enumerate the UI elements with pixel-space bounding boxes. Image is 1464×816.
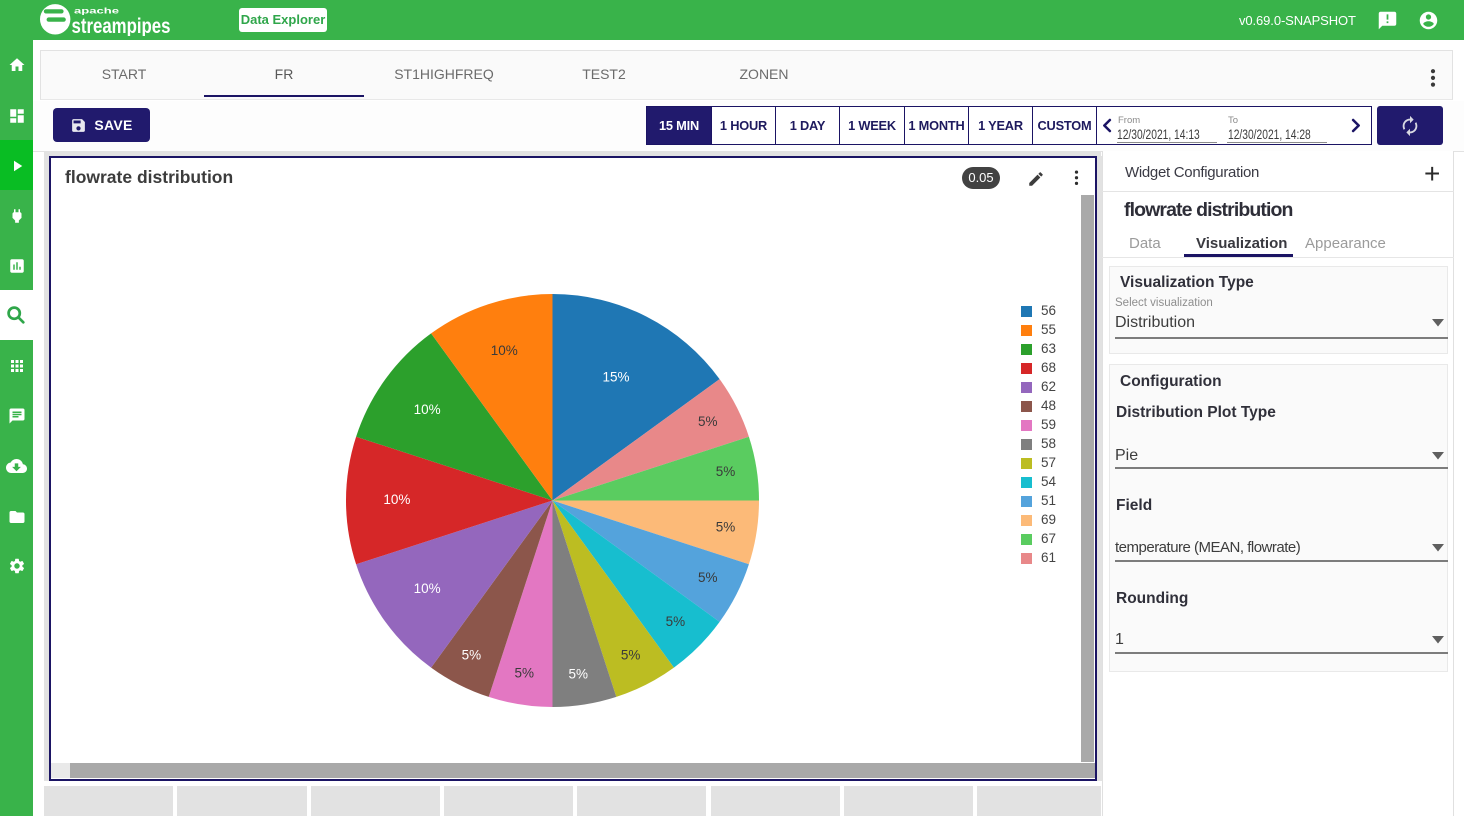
svg-text:5%: 5% (698, 414, 718, 429)
svg-text:5%: 5% (666, 614, 686, 629)
svg-text:5%: 5% (698, 570, 718, 585)
svg-text:10%: 10% (414, 402, 441, 417)
svg-text:10%: 10% (491, 343, 518, 358)
svg-text:5%: 5% (621, 648, 641, 663)
svg-text:5%: 5% (716, 464, 736, 479)
svg-text:10%: 10% (383, 492, 410, 507)
svg-text:15%: 15% (602, 370, 629, 385)
svg-text:5%: 5% (568, 667, 588, 682)
svg-text:streampipes: streampipes (72, 15, 171, 36)
svg-text:5%: 5% (515, 665, 535, 680)
svg-text:5%: 5% (716, 520, 736, 535)
svg-text:10%: 10% (414, 581, 441, 596)
svg-text:apache: apache (74, 7, 120, 16)
svg-text:5%: 5% (462, 648, 482, 663)
